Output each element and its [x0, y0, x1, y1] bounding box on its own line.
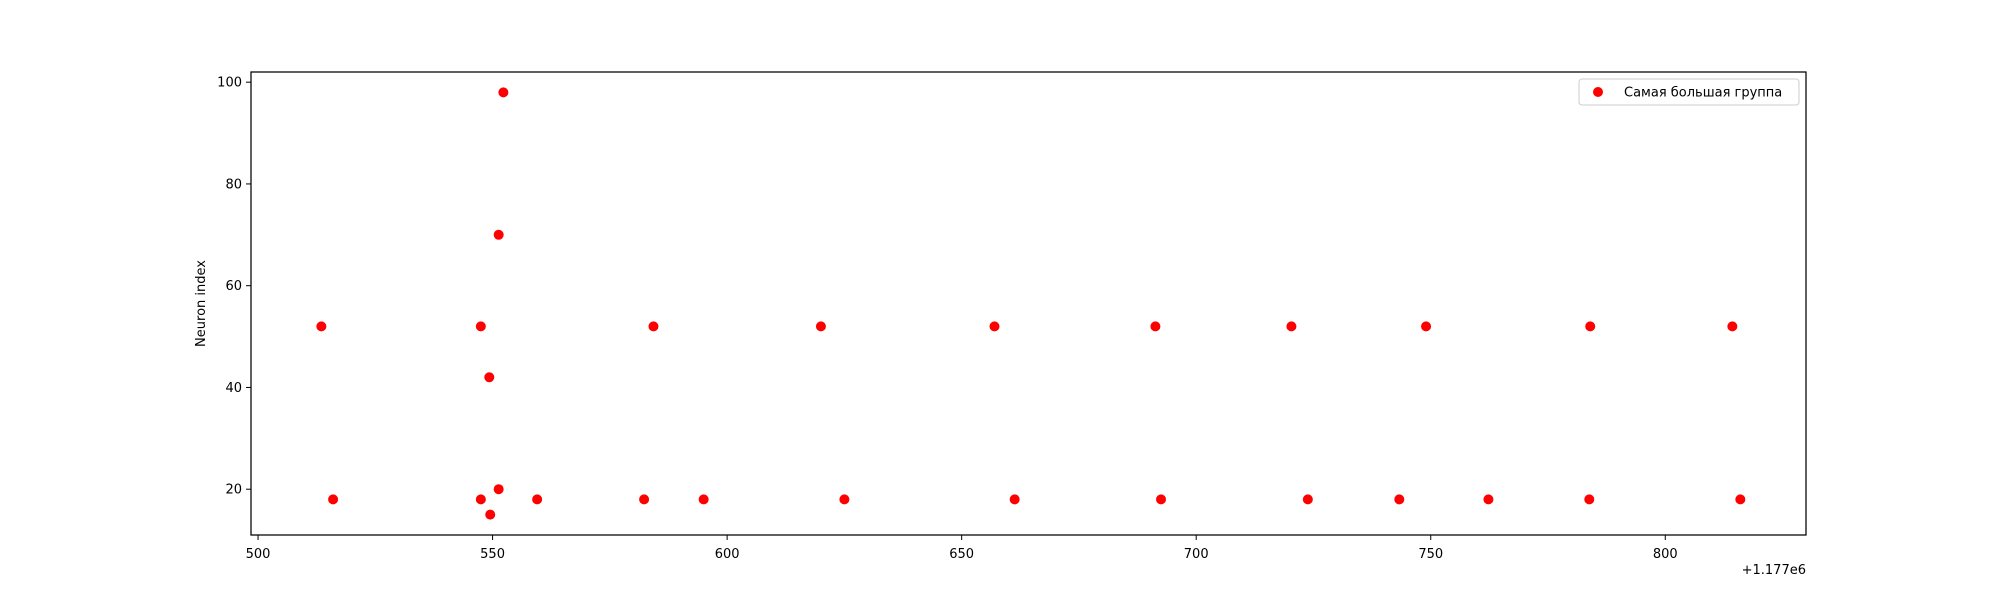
data-points: [316, 87, 1746, 520]
legend-label: Самая большая группа: [1624, 86, 1782, 101]
x-tick-label: 600: [715, 547, 740, 562]
y-tick-label: 60: [225, 279, 242, 294]
data-point: [639, 494, 650, 505]
x-tick-label: 800: [1653, 547, 1678, 562]
x-tick-label: 700: [1184, 547, 1209, 562]
data-point: [475, 321, 486, 332]
data-point: [484, 372, 495, 383]
y-tick-label: 40: [225, 381, 242, 396]
y-axis-label: Neuron index: [194, 260, 209, 347]
data-point: [328, 494, 339, 505]
x-axis-offset-label: +1.177e6: [1742, 563, 1806, 578]
data-point: [493, 229, 504, 240]
y-tick-label: 80: [225, 177, 242, 192]
data-point: [1727, 321, 1738, 332]
data-point: [698, 494, 709, 505]
data-point: [1150, 321, 1161, 332]
data-point: [1156, 494, 1167, 505]
data-point: [989, 321, 1000, 332]
data-point: [1009, 494, 1020, 505]
data-point: [1735, 494, 1746, 505]
data-point: [475, 494, 486, 505]
plot-frame: [250, 71, 1807, 536]
data-point: [1302, 494, 1313, 505]
legend: Самая большая группа: [1578, 78, 1800, 106]
data-point: [1394, 494, 1405, 505]
data-point: [316, 321, 327, 332]
data-point: [839, 494, 850, 505]
data-point: [1286, 321, 1297, 332]
x-axis-ticks: 500 550 600 650 700 750 800: [246, 535, 1678, 562]
y-axis-ticks: 20 40 60 80 100: [217, 76, 251, 498]
data-point: [1585, 321, 1596, 332]
data-point: [1421, 321, 1432, 332]
legend-marker: [1593, 87, 1603, 97]
data-point: [815, 321, 826, 332]
legend-box: [1578, 78, 1800, 106]
y-tick-label: 100: [217, 76, 242, 91]
x-tick-label: 750: [1418, 547, 1443, 562]
y-tick-label: 20: [225, 483, 242, 498]
data-point: [498, 87, 509, 98]
data-point: [1483, 494, 1494, 505]
data-point: [493, 484, 504, 495]
data-point: [648, 321, 659, 332]
x-tick-label: 500: [246, 547, 271, 562]
data-point: [532, 494, 543, 505]
x-tick-label: 550: [480, 547, 505, 562]
data-point: [1584, 494, 1595, 505]
x-tick-label: 650: [949, 547, 974, 562]
data-point: [485, 509, 496, 520]
